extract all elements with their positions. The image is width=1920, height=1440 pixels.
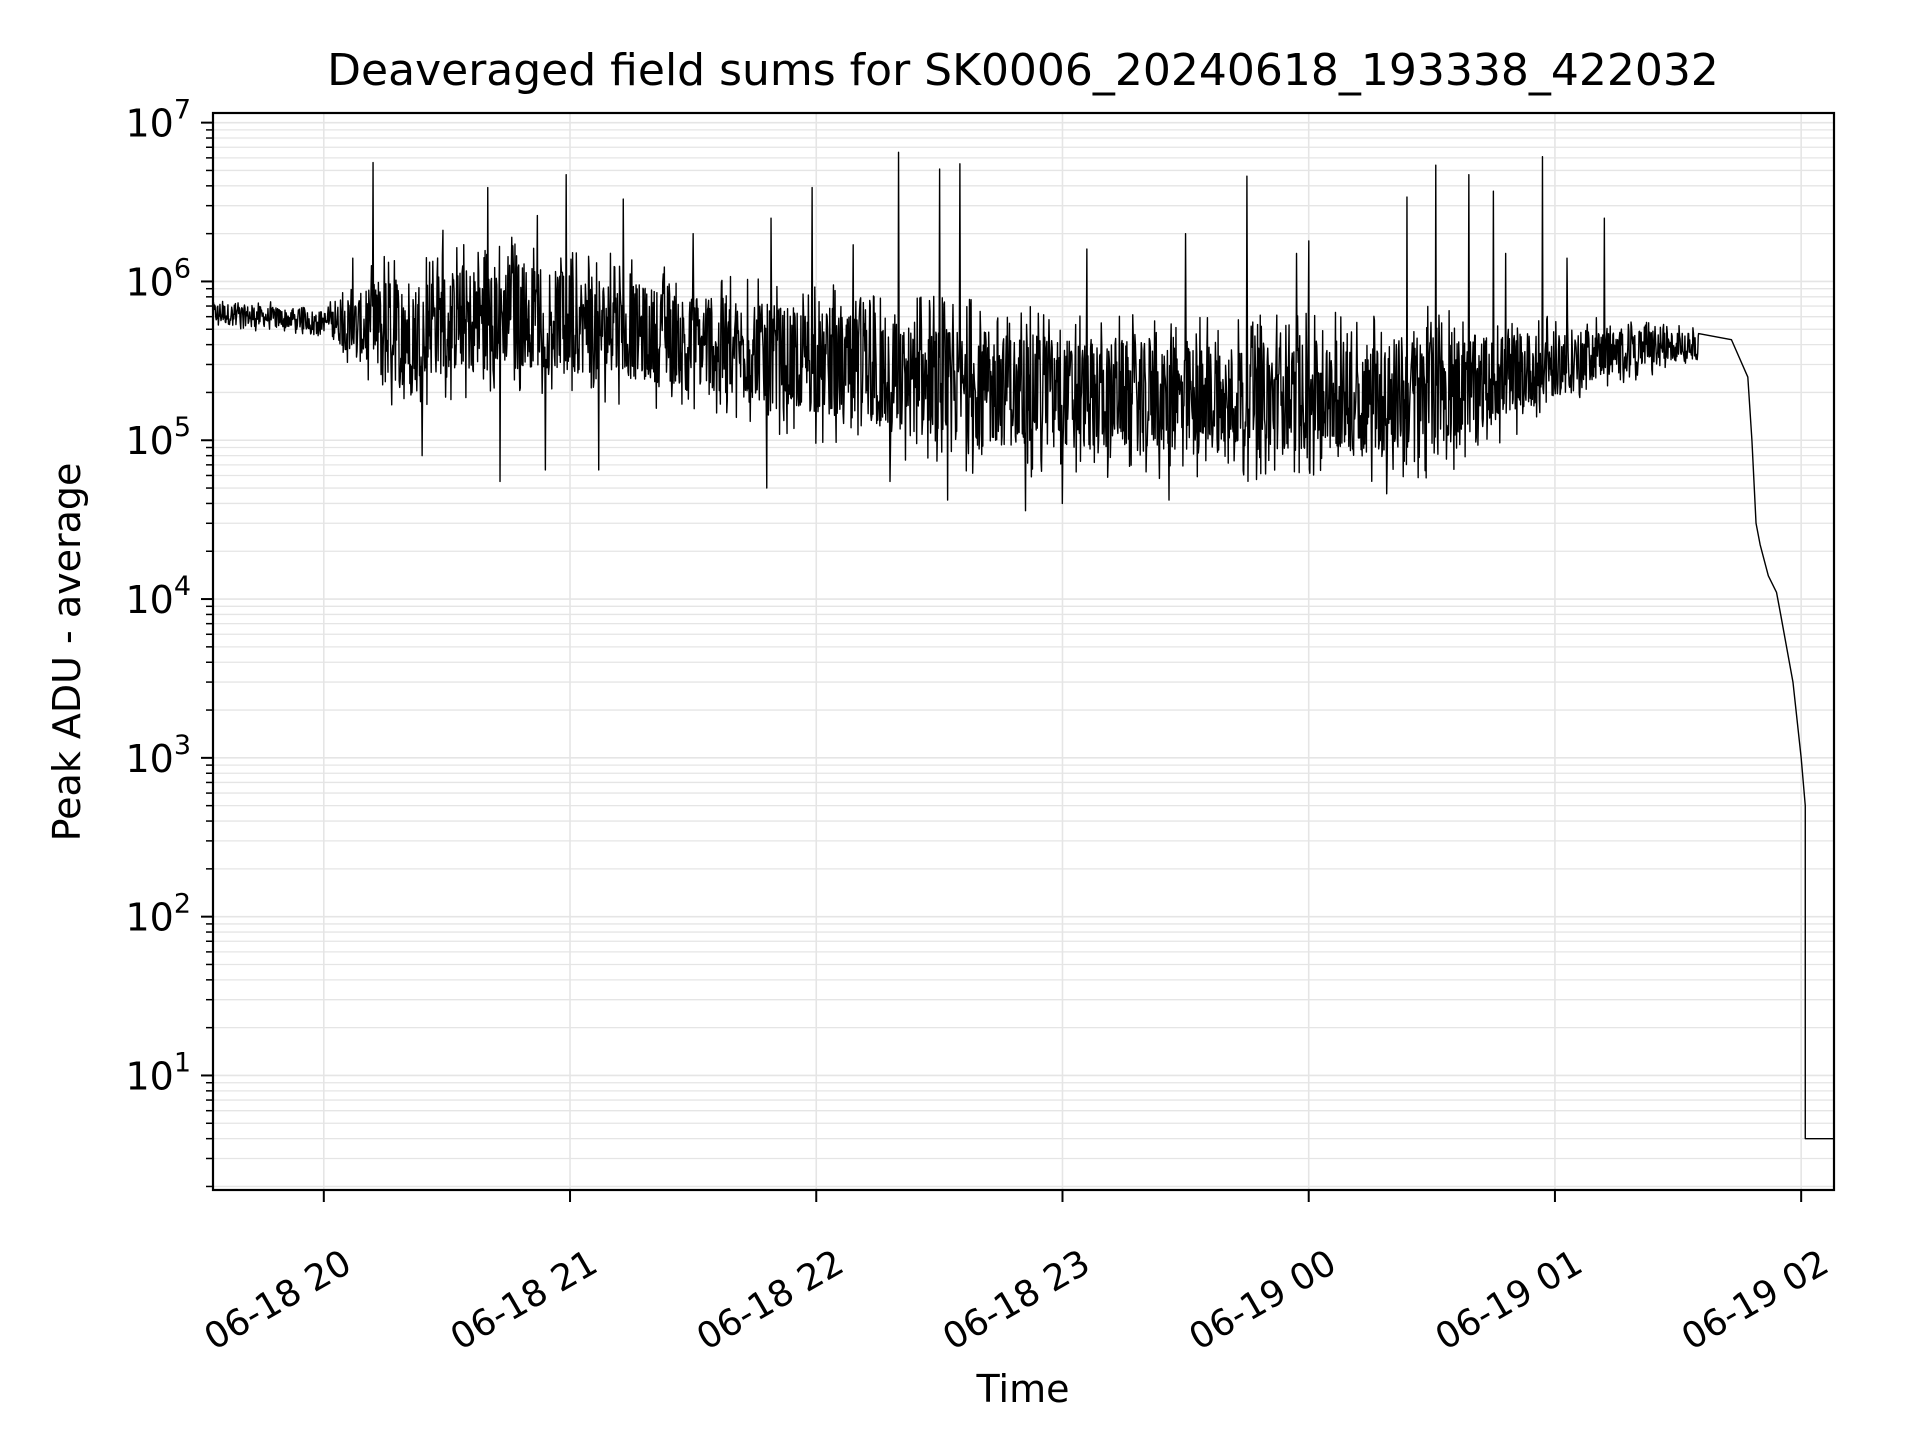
chart-title: Deaveraged field sums for SK0006_2024061… — [327, 45, 1719, 96]
y-tick-base: 10 — [125, 419, 173, 463]
plot-frame — [211, 111, 1836, 1192]
y-tick-exponent: 5 — [174, 412, 191, 443]
y-tick-base: 10 — [125, 260, 173, 304]
y-tick-label: 103 — [125, 730, 191, 781]
y-tick-label: 101 — [125, 1047, 191, 1098]
series-group — [212, 151, 1834, 1140]
y-tick-base: 10 — [125, 896, 173, 940]
y-tick-base: 10 — [125, 737, 173, 781]
y-tick-exponent: 4 — [174, 571, 191, 602]
y-tick-label: 104 — [125, 571, 191, 622]
y-tick-exponent: 1 — [174, 1047, 191, 1078]
y-axis-label: Peak ADU - average — [45, 463, 89, 842]
series-line — [212, 151, 1834, 1140]
y-tick-exponent: 2 — [174, 889, 191, 920]
y-tick-exponent: 6 — [174, 253, 191, 284]
y-tick-base: 10 — [125, 1054, 173, 1098]
x-axis-label: Time — [976, 1367, 1070, 1411]
y-tick-label: 105 — [125, 412, 191, 463]
y-tick-exponent: 7 — [174, 95, 191, 126]
y-tick-label: 106 — [125, 253, 191, 304]
y-tick-base: 10 — [125, 578, 173, 622]
y-tick-exponent: 3 — [174, 730, 191, 761]
y-tick-base: 10 — [125, 102, 173, 146]
y-tick-label: 107 — [125, 95, 191, 146]
y-tick-label: 102 — [125, 889, 191, 940]
